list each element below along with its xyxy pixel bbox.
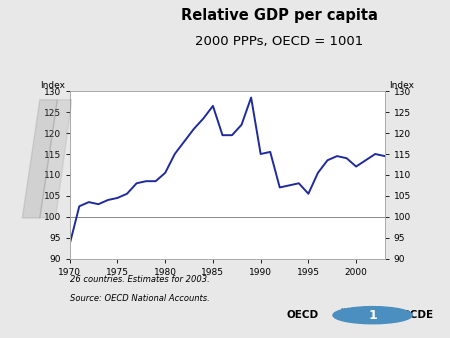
Polygon shape [40, 100, 72, 218]
Text: Source: OECD National Accounts.: Source: OECD National Accounts. [70, 294, 210, 303]
Text: 1: 1 [368, 309, 377, 322]
Polygon shape [22, 100, 58, 218]
Text: ⟪⟪: ⟪⟪ [338, 308, 353, 321]
Text: 2000 PPPs, OECD = 1001: 2000 PPPs, OECD = 1001 [195, 35, 363, 48]
Text: OCDE: OCDE [401, 310, 434, 320]
Circle shape [333, 307, 412, 324]
Text: OECD: OECD [286, 310, 319, 320]
Text: 26 countries. Estimates for 2003.: 26 countries. Estimates for 2003. [70, 275, 210, 285]
Text: Index: Index [40, 80, 65, 90]
Text: Index: Index [389, 80, 414, 90]
Text: Relative GDP per capita: Relative GDP per capita [180, 8, 378, 23]
